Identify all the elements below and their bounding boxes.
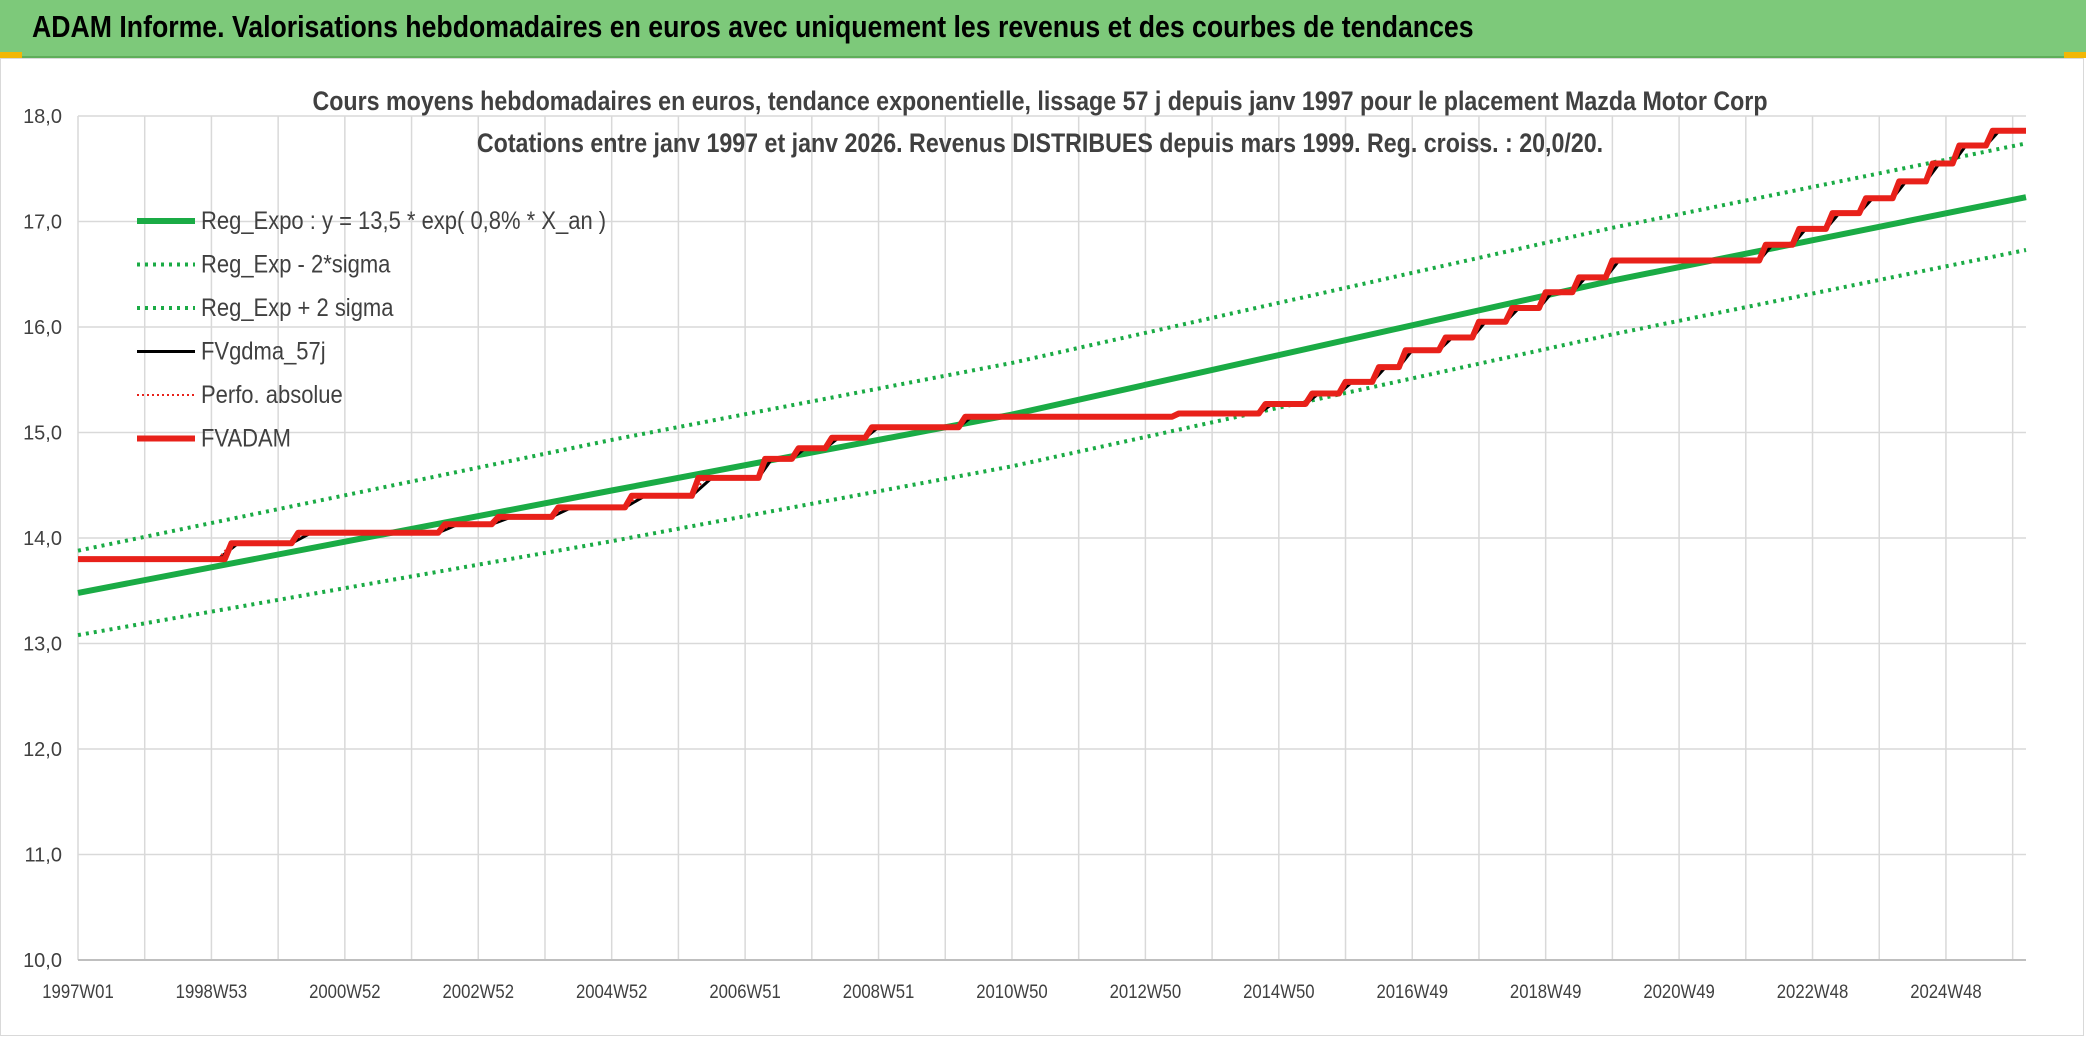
series-lines: [77, 127, 2027, 638]
grid-lines: [77, 115, 2026, 961]
y-tick-label: 14,0: [23, 528, 62, 550]
legend-label: Reg_Expo : y = 13,5 * exp( 0,8% * X_an ): [201, 207, 606, 235]
x-tick-label: 2024W48: [1910, 981, 1982, 1002]
x-tick-label: 2000W52: [309, 981, 381, 1002]
x-tick-label: 1998W53: [176, 981, 248, 1002]
legend-label: FVADAM: [201, 424, 291, 452]
x-tick-label: 2006W51: [709, 981, 781, 1002]
x-tick-label: 2016W49: [1376, 981, 1448, 1002]
y-tick-label: 16,0: [23, 317, 62, 339]
x-tick-label: 2008W51: [843, 981, 915, 1002]
y-tick-label: 13,0: [23, 634, 62, 656]
x-tick-label: 1997W01: [42, 981, 114, 1002]
x-tick-label: 2014W50: [1243, 981, 1315, 1002]
corner-mark-left: [0, 52, 22, 58]
legend-label: Perfo. absolue: [201, 381, 343, 409]
y-tick-labels: 10,0 11,0 12,0 13,0 14,0 15,0 16,0 17,0 18,0: [23, 106, 62, 972]
legend-label: FVgdma_57j: [201, 337, 326, 365]
chart-title: Cours moyens hebdomadaires en euros, ten…: [312, 86, 1767, 116]
x-tick-labels: 1997W01 1998W53 2000W52 2002W52 2004W52 2006W…: [42, 981, 1981, 1002]
y-tick-label: 10,0: [23, 950, 62, 972]
y-tick-label: 11,0: [25, 845, 62, 867]
y-tick-label: 15,0: [23, 423, 62, 445]
chart-frame: [0, 58, 2084, 1036]
legend-label: Reg_Exp + 2 sigma: [201, 294, 394, 322]
report-banner: ADAM Informe. Valorisations hebdomadaire…: [0, 0, 2086, 58]
x-tick-label: 2004W52: [576, 981, 648, 1002]
series-line-5: [78, 127, 2026, 563]
series-line-3: [78, 129, 2026, 561]
legend-label: Reg_Exp - 2*sigma: [201, 250, 391, 278]
x-tick-label: 2010W50: [976, 981, 1048, 1002]
x-tick-label: 2002W52: [443, 981, 515, 1002]
legend: Reg_Expo : y = 13,5 * exp( 0,8% * X_an )…: [137, 207, 606, 452]
series-line-4: [78, 129, 2026, 561]
chart-subtitle: Cotations entre janv 1997 et janv 2026. …: [477, 128, 1603, 158]
y-tick-label: 18,0: [23, 106, 62, 128]
y-tick-label: 12,0: [23, 739, 62, 761]
report-title: ADAM Informe. Valorisations hebdomadaire…: [32, 9, 1474, 44]
x-tick-label: 2018W49: [1510, 981, 1582, 1002]
x-tick-label: 2012W50: [1110, 981, 1182, 1002]
x-tick-label: 2022W48: [1777, 981, 1849, 1002]
y-tick-label: 17,0: [23, 212, 62, 234]
series-line-2: [77, 141, 2027, 553]
x-tick-label: 2020W49: [1643, 981, 1715, 1002]
corner-mark-right: [2064, 52, 2086, 58]
series-line-1: [77, 248, 2027, 638]
